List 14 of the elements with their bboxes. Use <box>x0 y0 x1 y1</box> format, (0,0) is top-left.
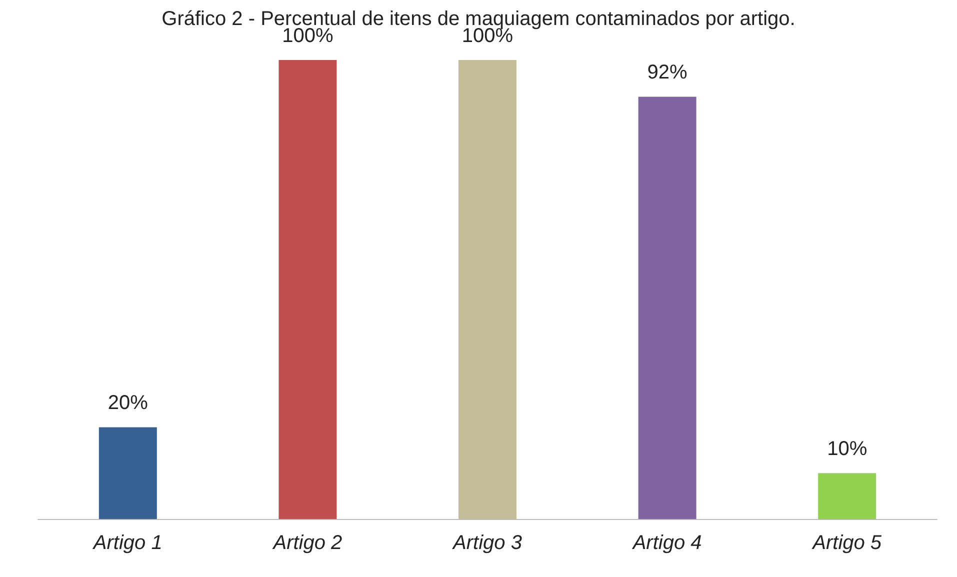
bar <box>98 427 157 519</box>
x-tick-label: Artigo 3 <box>452 532 522 554</box>
data-label: 10% <box>827 438 868 460</box>
bar <box>638 96 696 519</box>
data-label: 92% <box>647 62 688 84</box>
x-tick-label: Artigo 4 <box>632 532 702 554</box>
x-tick-label: Artigo 2 <box>272 532 342 554</box>
x-tick-label: Artigo 1 <box>92 532 162 554</box>
x-tick-label: Artigo 5 <box>812 532 882 554</box>
bar <box>458 60 516 519</box>
bar <box>278 60 337 519</box>
data-label: 100% <box>282 25 334 47</box>
bar <box>818 473 876 519</box>
data-label: 20% <box>108 392 148 414</box>
